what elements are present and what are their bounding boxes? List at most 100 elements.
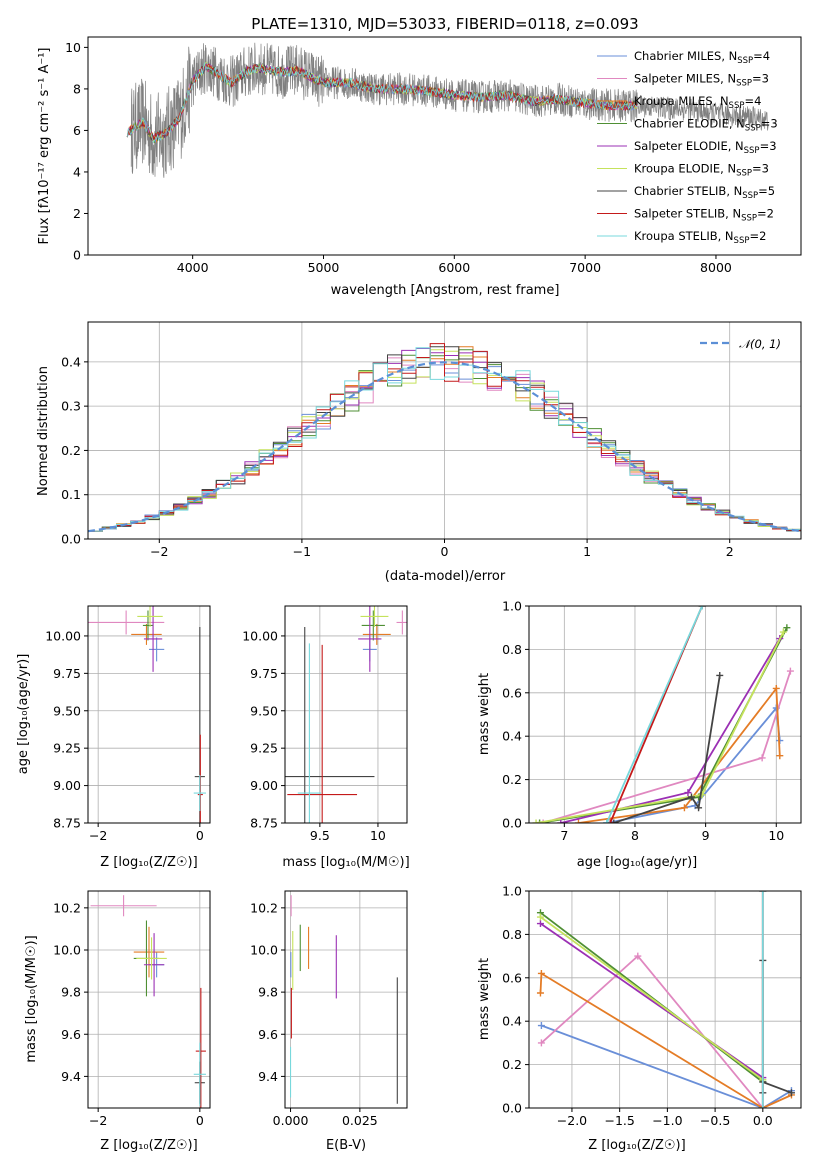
mass-weight-marker bbox=[536, 989, 544, 997]
y-tick-label: 8 bbox=[73, 81, 81, 96]
x-tick-label: 0.025 bbox=[342, 1113, 378, 1128]
y-tick-label: 9.6 bbox=[61, 1027, 81, 1042]
x-tick-label: 7 bbox=[560, 828, 568, 843]
y-tick-label: 10 bbox=[65, 40, 81, 55]
axes-frame bbox=[528, 890, 802, 1109]
x-tick-label: −1.5 bbox=[604, 1113, 634, 1128]
residuals-xlabel: (data-model)/error bbox=[385, 569, 506, 584]
legend-label: Kroupa STELIB, NSSP=2 bbox=[634, 229, 766, 246]
x-tick-label: 7000 bbox=[569, 260, 601, 275]
normal-curve bbox=[88, 361, 801, 533]
y-tick-label: 1.0 bbox=[502, 884, 522, 899]
plot-area bbox=[536, 891, 795, 1108]
legend-label-name: Kroupa STELIB, N bbox=[634, 229, 734, 243]
y-tick-label: 10.00 bbox=[242, 628, 278, 643]
y-tick-label: 10.0 bbox=[53, 942, 81, 957]
wAge-ylabel: mass weight bbox=[477, 673, 492, 755]
legend-label-sub: SSP bbox=[737, 56, 753, 66]
mass-weight-marker bbox=[687, 793, 695, 801]
legend-label: Chabrier MILES, NSSP=4 bbox=[634, 49, 770, 66]
error-bar-point bbox=[149, 637, 165, 662]
x-tick-label: 10 bbox=[768, 828, 784, 843]
legend-label: 𝒩(0, 1) bbox=[739, 337, 781, 351]
axes-frame bbox=[87, 605, 211, 824]
x-tick-label: −1 bbox=[293, 544, 311, 559]
mass-weight-marker bbox=[536, 819, 544, 823]
age-vs-mass-panel: 9.5 10 8.75 9.00 9.25 9.50 9.75 10.00 bbox=[242, 605, 408, 843]
mass-weight-marker bbox=[574, 819, 582, 823]
mass-weight-line bbox=[605, 606, 703, 823]
y-tick-label: 0.8 bbox=[502, 927, 522, 942]
y-tick-label: 8.75 bbox=[250, 816, 278, 831]
mass-weight-marker bbox=[759, 1104, 767, 1108]
error-bar-point bbox=[88, 610, 165, 635]
legend-label-count: =3 bbox=[760, 139, 777, 153]
x-tick-label: 2 bbox=[726, 544, 734, 559]
mass-weight-marker bbox=[537, 1039, 545, 1047]
mass-weight-marker bbox=[539, 819, 547, 823]
x-tick-label: 0 bbox=[196, 828, 204, 843]
x-tick-label: 6000 bbox=[438, 260, 470, 275]
legend-label-name: Salpeter STELIB, N bbox=[634, 207, 741, 221]
wAge-xlabel: age [log₁₀(age/yr)] bbox=[577, 855, 698, 870]
legend-label-count: =4 bbox=[744, 94, 761, 108]
error-bar-point bbox=[137, 606, 163, 627]
legend-label-count: =3 bbox=[752, 162, 769, 176]
legend-label-name: Chabrier STELIB, N bbox=[634, 184, 742, 198]
x-tick-label: 9 bbox=[702, 828, 710, 843]
legend-label-sub: SSP bbox=[745, 124, 761, 134]
legend-label-name: Salpeter MILES, N bbox=[634, 72, 736, 86]
y-tick-label: 9.4 bbox=[61, 1069, 81, 1084]
x-tick-label: 4000 bbox=[177, 260, 209, 275]
x-tick-label: 10 bbox=[370, 828, 386, 843]
ageZ-ylabel: age [log₁₀(age/yr)] bbox=[16, 654, 31, 775]
mass-weight-marker bbox=[537, 1022, 545, 1030]
y-tick-label: 0.2 bbox=[61, 443, 81, 458]
error-bar-point bbox=[142, 610, 154, 641]
legend-label-sub: SSP bbox=[744, 146, 760, 156]
spectrum-xlabel: wavelength [Angstrom, rest frame] bbox=[331, 283, 560, 298]
axes-frame bbox=[284, 605, 408, 824]
axes-frame bbox=[87, 890, 211, 1109]
weights-vs-age-panel: 7 8 9 10 0.0 0.2 0.4 0.6 0.8 1.0 bbox=[502, 599, 802, 843]
mass-weight-marker bbox=[680, 804, 688, 812]
x-tick-label: 5000 bbox=[308, 260, 340, 275]
model-spectrum-line bbox=[126, 62, 637, 144]
y-tick-label: 4 bbox=[73, 164, 81, 179]
mass-weight-line bbox=[539, 627, 788, 823]
y-tick-label: 9.8 bbox=[61, 985, 81, 1000]
mass-weight-marker bbox=[695, 804, 703, 812]
error-bar-point bbox=[285, 626, 375, 823]
mass-weight-marker bbox=[786, 667, 794, 675]
y-tick-label: 0.0 bbox=[502, 816, 522, 831]
mZ-ylabel: mass [log₁₀(M/M☉)] bbox=[24, 935, 39, 1062]
error-bar-point bbox=[143, 933, 165, 997]
y-tick-label: 0.0 bbox=[61, 532, 81, 547]
legend-label-sub: SSP bbox=[741, 214, 757, 224]
x-tick-label: 0 bbox=[441, 544, 449, 559]
weights-vs-metallicity-panel: −2.0 −1.5 −1.0 −0.5 0.0 0.0 0.2 0.4 0.6 0.8 1.0 bbox=[502, 884, 802, 1128]
error-bar-point bbox=[297, 643, 322, 823]
mass-weight-marker bbox=[759, 891, 767, 895]
y-tick-label: 9.00 bbox=[53, 778, 81, 793]
error-bar-point bbox=[143, 606, 163, 672]
y-tick-label: 0.2 bbox=[502, 772, 522, 787]
x-tick-label: −2 bbox=[89, 1113, 107, 1128]
y-tick-label: 0 bbox=[73, 248, 81, 263]
ageM-xlabel: mass [log₁₀(M/M☉)] bbox=[282, 855, 409, 870]
x-tick-label: 0.0 bbox=[753, 1113, 773, 1128]
y-tick-label: 0.4 bbox=[61, 354, 81, 369]
legend-label-count: =5 bbox=[758, 184, 775, 198]
mass-weight-marker bbox=[779, 628, 787, 636]
legend-label-count: =4 bbox=[753, 49, 770, 63]
legend-label-name: Salpeter ELODIE, N bbox=[634, 139, 744, 153]
residuals-panel: −2 −1 0 1 2 0.0 0.1 0.2 0.3 0.4 𝒩(0, 1) bbox=[61, 321, 802, 559]
legend-label: Salpeter STELIB, NSSP=2 bbox=[634, 207, 774, 224]
mass-weight-marker bbox=[783, 624, 791, 632]
x-tick-label: 1 bbox=[583, 544, 591, 559]
plot-area bbox=[532, 606, 794, 823]
y-tick-label: 9.75 bbox=[250, 666, 278, 681]
y-tick-label: 9.6 bbox=[258, 1027, 278, 1042]
x-tick-label: 9.5 bbox=[310, 828, 330, 843]
legend-label-name: Chabrier MILES, N bbox=[634, 49, 737, 63]
